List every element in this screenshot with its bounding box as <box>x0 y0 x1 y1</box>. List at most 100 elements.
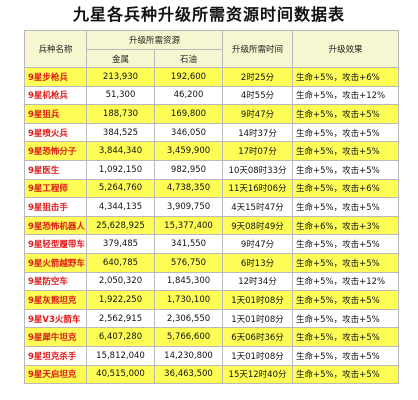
cell-unit-name: 9星防空车 <box>24 271 87 292</box>
header-time: 升级所需时间 <box>222 30 294 68</box>
table-row: 9星防空车 2,050,320 1,845,300 12时34分 生命+5%，攻击+12… <box>24 271 400 292</box>
cell-time: 17时07分 <box>222 141 294 161</box>
cell-unit-name: 9星天启坦克 <box>24 364 87 385</box>
cell-unit-name: 9星灰熊坦克 <box>24 290 87 310</box>
cell-effect: 生命+5%，攻击+5% <box>292 364 400 385</box>
cell-unit-name: 9星轻型履带车 <box>24 234 87 254</box>
cell-oil: 15,377,400 <box>153 215 224 236</box>
cell-effect: 生命+5%，攻击+5% <box>292 327 400 347</box>
cell-effect: 生命+5%，攻击+6% <box>292 67 400 87</box>
cell-time: 2时25分 <box>222 67 294 87</box>
cell-metal: 188,730 <box>86 104 155 124</box>
cell-unit-name: 9星机枪兵 <box>24 85 87 106</box>
cell-time: 15天12时40分 <box>222 364 294 385</box>
cell-metal: 6,407,280 <box>86 327 155 347</box>
cell-time: 14时37分 <box>222 122 294 143</box>
cell-time: 12时34分 <box>222 271 294 292</box>
table-body: 9星步枪兵 213,930 192,600 2时25分 生命+5%，攻击+6% 9星机枪兵… <box>24 67 400 385</box>
cell-unit-name: 9星坦克杀手 <box>24 345 87 366</box>
cell-unit-name: 9星恐怖机器人 <box>24 215 87 236</box>
cell-oil: 14,230,800 <box>153 345 224 366</box>
cell-oil: 3,459,900 <box>153 141 224 161</box>
cell-oil: 46,200 <box>153 85 224 106</box>
cell-oil: 341,550 <box>153 234 224 254</box>
cell-time: 11天16时06分 <box>222 178 294 199</box>
cell-oil: 3,909,750 <box>153 197 224 217</box>
cell-unit-name: 9星医生 <box>24 159 87 180</box>
cell-time: 4时55分 <box>222 85 294 106</box>
cell-time: 9天08时49分 <box>222 215 294 236</box>
table-row: 9星医生 1,092,150 982,950 10天08时33分 生命+5%，攻击+5% <box>24 159 400 180</box>
table-container: 兵种名称 升级所需资源 升级所需时间 升级效果 金属 石油 9星步枪兵 213,9… <box>0 30 418 385</box>
cell-time: 4天15时47分 <box>222 197 294 217</box>
header-metal: 金属 <box>86 49 155 68</box>
cell-time: 1天01时08分 <box>222 290 294 310</box>
cell-time: 6天06时36分 <box>222 327 294 347</box>
cell-metal: 51,300 <box>86 85 155 106</box>
cell-effect: 生命+5%，攻击+12% <box>292 271 400 292</box>
cell-metal: 2,050,320 <box>86 271 155 292</box>
cell-time: 6时13分 <box>222 252 294 273</box>
cell-effect: 生命+6%，攻击+3% <box>292 215 400 236</box>
cell-oil: 576,750 <box>153 252 224 273</box>
cell-oil: 982,950 <box>153 159 224 180</box>
cell-time: 9时47分 <box>222 234 294 254</box>
table-row: 9星坦克杀手 15,812,040 14,230,800 1天01时08分 生命+5%，… <box>24 345 400 366</box>
cell-effect: 生命+5%，攻击+5% <box>292 104 400 124</box>
cell-metal: 40,515,000 <box>86 364 155 385</box>
cell-effect: 生命+5%，攻击+12% <box>292 85 400 106</box>
cell-effect: 生命+5%，攻击+5% <box>292 345 400 366</box>
cell-metal: 2,562,915 <box>86 308 155 329</box>
cell-metal: 25,628,925 <box>86 215 155 236</box>
table-row: 9星喷火兵 384,525 346,050 14时37分 生命+5%，攻击+5% <box>24 122 400 143</box>
table-row: 9星机枪兵 51,300 46,200 4时55分 生命+5%，攻击+12% <box>24 85 400 106</box>
table-row: 9星犀牛坦克 6,407,280 5,766,600 6天06时36分 生命+5%，攻击… <box>24 327 400 347</box>
cell-metal: 379,485 <box>86 234 155 254</box>
cell-metal: 1,092,150 <box>86 159 155 180</box>
cell-oil: 169,800 <box>153 104 224 124</box>
cell-oil: 36,463,500 <box>153 364 224 385</box>
header-resources: 升级所需资源 <box>85 30 224 50</box>
cell-metal: 213,930 <box>86 67 155 87</box>
cell-unit-name: 9星喷火兵 <box>24 122 87 143</box>
header-effect: 升级效果 <box>292 30 400 68</box>
table-row: 9星轻型履带车 379,485 341,550 9时47分 生命+5%，攻击+5% <box>24 234 400 254</box>
cell-oil: 1,730,100 <box>153 290 224 310</box>
table-row: 9星灰熊坦克 1,922,250 1,730,100 1天01时08分 生命+5%，攻击… <box>24 290 400 310</box>
cell-metal: 640,785 <box>86 252 155 273</box>
cell-metal: 1,922,250 <box>86 290 155 310</box>
table-row: 9星天启坦克 40,515,000 36,463,500 15天12时40分 生命+5%… <box>24 364 400 385</box>
cell-effect: 生命+5%，攻击+5% <box>292 290 400 310</box>
cell-metal: 15,812,040 <box>86 345 155 366</box>
cell-effect: 生命+5%，攻击+5% <box>292 234 400 254</box>
cell-effect: 生命+5%，攻击+5% <box>292 122 400 143</box>
cell-metal: 3,844,340 <box>86 141 155 161</box>
cell-unit-name: 9星工程师 <box>24 178 87 199</box>
table-row: 9星狙兵 188,730 169,800 9时47分 生命+5%，攻击+5% <box>24 104 400 124</box>
cell-effect: 生命+5%，攻击+5% <box>292 308 400 329</box>
cell-unit-name: 9星恐怖分子 <box>24 141 87 161</box>
cell-time: 1天01时08分 <box>222 308 294 329</box>
cell-oil: 346,050 <box>153 122 224 143</box>
table-row: 9星恐怖分子 3,844,340 3,459,900 17时07分 生命+5%，攻击+5… <box>24 141 400 161</box>
cell-metal: 4,344,135 <box>86 197 155 217</box>
cell-effect: 生命+5%，攻击+5% <box>292 141 400 161</box>
cell-unit-name: 9星狙击手 <box>24 197 87 217</box>
cell-metal: 5,264,760 <box>86 178 155 199</box>
table-row: 9星工程师 5,264,760 4,738,350 11天16时06分 生命+5%，攻击… <box>24 178 400 199</box>
cell-unit-name: 9星步枪兵 <box>24 67 87 87</box>
cell-unit-name: 9星火箭越野车 <box>24 252 87 273</box>
cell-oil: 192,600 <box>153 67 224 87</box>
cell-unit-name: 9星犀牛坦克 <box>24 327 87 347</box>
cell-oil: 2,306,550 <box>153 308 224 329</box>
cell-time: 10天08时33分 <box>222 159 294 180</box>
cell-time: 9时47分 <box>222 104 294 124</box>
table-row: 9星恐怖机器人 25,628,925 15,377,400 9天08时49分 生命+6%… <box>24 215 400 236</box>
header-oil: 石油 <box>153 49 224 68</box>
cell-effect: 生命+5%，攻击+5% <box>292 197 400 217</box>
page-title: 九星各兵种升级所需资源时间数据表 <box>72 5 345 24</box>
table-row: 9星火箭越野车 640,785 576,750 6时13分 生命+5%，攻击+5% <box>24 252 400 273</box>
cell-effect: 生命+5%，攻击+5% <box>292 159 400 180</box>
cell-oil: 4,738,350 <box>153 178 224 199</box>
table-header: 兵种名称 升级所需资源 升级所需时间 升级效果 金属 石油 <box>24 30 400 68</box>
